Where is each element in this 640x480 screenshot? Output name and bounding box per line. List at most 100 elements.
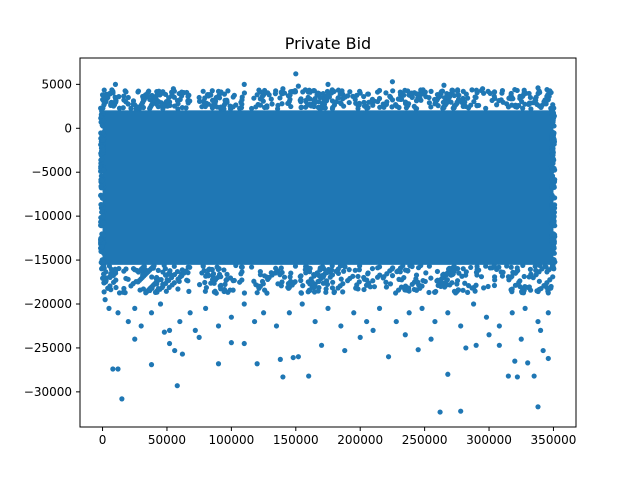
- data-point: [325, 305, 331, 311]
- band-edge-point: [320, 103, 326, 109]
- band-edge-point: [249, 105, 255, 112]
- band-edge-point: [549, 259, 556, 265]
- data-point: [415, 347, 421, 353]
- data-point: [545, 310, 551, 316]
- band-edge-point: [390, 88, 396, 94]
- band-edge-point: [113, 284, 119, 291]
- band-edge-point: [534, 288, 540, 294]
- band-edge-point: [533, 267, 539, 273]
- band-edge-point: [225, 88, 231, 94]
- band-edge-point: [230, 287, 236, 293]
- band-edge-point: [179, 89, 185, 95]
- band-edge-point: [205, 273, 211, 279]
- band-edge-point: [288, 103, 294, 110]
- band-edge-point: [469, 87, 475, 93]
- band-edge-point: [214, 104, 220, 110]
- y-tick-label: −30000: [24, 385, 72, 399]
- data-point: [241, 340, 247, 347]
- band-edge-point: [370, 278, 376, 284]
- band-edge-point: [473, 87, 480, 93]
- band-edge-point: [347, 89, 353, 95]
- band-edge-point: [162, 103, 168, 109]
- band-edge-point: [233, 262, 239, 269]
- band-edge-point: [435, 282, 441, 289]
- band-edge-point: [304, 102, 311, 108]
- band-edge-point: [550, 108, 556, 114]
- band-edge-point: [183, 268, 189, 274]
- band-edge-point: [273, 88, 279, 94]
- band-edge-point: [468, 264, 474, 271]
- data-point: [273, 323, 280, 329]
- band-edge-point: [352, 267, 358, 273]
- axes-frame: [79, 57, 577, 428]
- y-tick-label: −20000: [24, 297, 72, 311]
- band-edge-point: [406, 101, 412, 107]
- data-point: [473, 342, 479, 348]
- band-edge-point: [140, 93, 146, 100]
- data-point: [496, 323, 502, 329]
- band-edge-point: [155, 267, 161, 273]
- band-edge-point: [289, 282, 295, 288]
- band-edge-point: [278, 265, 284, 271]
- band-edge-point: [331, 289, 338, 295]
- band-edge-point: [112, 268, 119, 274]
- band-edge-point: [134, 267, 140, 274]
- band-edge-point: [397, 265, 404, 271]
- band-edge-point: [383, 101, 390, 107]
- band-edge-point: [455, 92, 461, 98]
- band-edge-point: [179, 273, 185, 279]
- band-edge-point: [254, 92, 260, 98]
- band-edge-point: [187, 98, 193, 104]
- band-edge-point: [268, 96, 274, 102]
- data-point: [531, 373, 537, 379]
- band-edge-point: [311, 88, 317, 94]
- data-point: [299, 301, 305, 307]
- y-tick-label: −25000: [24, 341, 72, 355]
- band-edge-point: [202, 103, 208, 110]
- band-edge-point: [413, 105, 419, 112]
- data-point: [99, 92, 106, 98]
- band-edge-point: [298, 277, 304, 284]
- band-edge-point: [550, 117, 556, 124]
- data-point: [409, 90, 415, 96]
- data-point: [419, 305, 425, 311]
- band-edge-point: [253, 104, 259, 110]
- band-edge-point: [221, 267, 227, 273]
- band-edge-point: [346, 267, 352, 273]
- band-edge-point: [277, 95, 283, 101]
- plot-area: [98, 71, 558, 415]
- band-edge-point: [426, 100, 433, 106]
- data-point: [280, 86, 286, 92]
- data-point: [535, 318, 541, 325]
- band-edge-point: [202, 95, 208, 101]
- band-edge-point: [519, 98, 525, 105]
- band-edge-point: [342, 94, 348, 100]
- band-edge-point: [406, 285, 412, 291]
- band-edge-point: [551, 213, 557, 220]
- band-edge-point: [305, 94, 311, 100]
- band-edge-point: [550, 231, 556, 237]
- band-edge-point: [329, 263, 335, 269]
- band-edge-point: [380, 275, 386, 281]
- band-edge-point: [101, 98, 107, 104]
- band-edge-point: [100, 129, 106, 136]
- band-edge-point: [485, 283, 491, 290]
- band-edge-point: [508, 264, 514, 270]
- data-point: [318, 342, 325, 348]
- band-edge-point: [428, 104, 434, 110]
- band-edge-point: [200, 262, 206, 268]
- band-edge-point: [446, 93, 452, 99]
- data-point: [496, 342, 502, 348]
- band-edge-point: [422, 89, 428, 95]
- band-edge-point: [335, 266, 341, 272]
- data-point: [277, 356, 283, 362]
- data-point: [458, 323, 464, 329]
- band-edge-point: [500, 99, 506, 105]
- dense-point-band: [102, 110, 554, 265]
- data-point: [483, 314, 490, 320]
- band-edge-point: [209, 88, 215, 94]
- band-edge-point: [121, 285, 127, 292]
- band-edge-point: [330, 279, 336, 285]
- band-edge-point: [481, 90, 487, 96]
- band-edge-point: [387, 281, 394, 287]
